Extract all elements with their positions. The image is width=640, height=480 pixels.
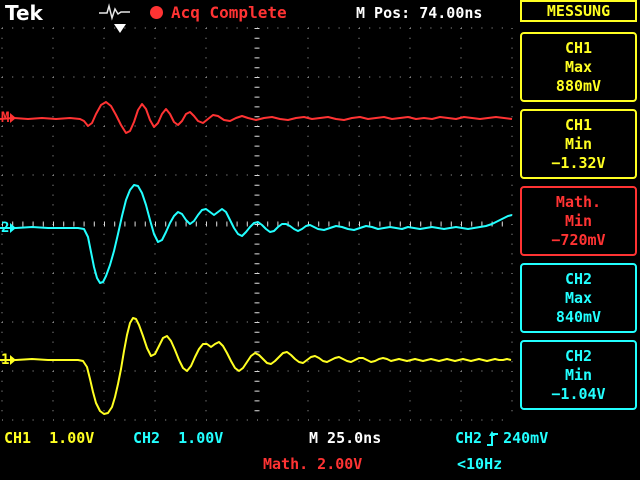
trigger-position-icon xyxy=(114,24,126,33)
measure-source: CH2 xyxy=(564,269,593,288)
menu-item-ch2-min[interactable]: CH2 Min −1.04V xyxy=(520,340,637,410)
measure-type: Max xyxy=(564,57,593,76)
timebase-readout: M 25.0ns xyxy=(309,429,382,447)
menu-title: MESSUNG xyxy=(520,0,637,22)
record-icon xyxy=(150,6,163,19)
acq-status: Acq Complete xyxy=(150,3,287,22)
menu-item-ch2-max[interactable]: CH2 Max 840mV xyxy=(520,263,637,333)
measure-type: Min xyxy=(564,211,593,230)
graticule xyxy=(0,27,513,421)
right-arrow-icon xyxy=(10,223,17,233)
trace-ch1 xyxy=(0,317,512,415)
menu-item-ch1-max[interactable]: CH1 Max 880mV xyxy=(520,32,637,102)
measure-source: CH1 xyxy=(564,115,593,134)
math-marker-label: M xyxy=(1,110,10,126)
menu-item-ch1-min[interactable]: CH1 Min −1.32V xyxy=(520,109,637,179)
measure-source: Math. xyxy=(555,192,602,211)
trigger-readout: CH2 240mV xyxy=(455,429,548,447)
ch1-position-marker: 1 xyxy=(1,352,17,368)
right-arrow-icon xyxy=(10,355,17,365)
acq-status-text: Acq Complete xyxy=(171,3,287,22)
trace-ch2 xyxy=(0,184,513,284)
measure-value: 880mV xyxy=(555,76,602,95)
ch2-scale-readout: CH2 1.00V xyxy=(133,429,224,447)
measure-value: −720mV xyxy=(551,230,606,249)
measure-type: Min xyxy=(564,134,593,153)
trace-math xyxy=(0,101,513,134)
measure-type: Min xyxy=(564,365,593,384)
measure-value: 840mV xyxy=(555,307,602,326)
right-arrow-icon xyxy=(10,113,17,123)
measure-value: −1.04V xyxy=(551,384,606,403)
trigger-level: 240mV xyxy=(503,429,549,447)
ch2-marker-label: 2 xyxy=(1,220,10,236)
measure-type: Max xyxy=(564,288,593,307)
rising-edge-icon xyxy=(487,430,499,446)
menu-item-math-min[interactable]: Math. Min −720mV xyxy=(520,186,637,256)
math-scale-readout: Math. 2.00V xyxy=(263,455,363,473)
trigger-source: CH2 xyxy=(455,429,483,447)
trigger-frequency-readout: <10Hz xyxy=(457,455,503,473)
ch2-position-marker: 2 xyxy=(1,220,17,236)
tek-logo: Tek xyxy=(5,1,43,25)
m-pos-readout: M Pos: 74.00ns xyxy=(356,4,483,22)
waveform-preview-icon xyxy=(99,3,130,21)
measure-source: CH1 xyxy=(564,38,593,57)
ch1-marker-label: 1 xyxy=(1,352,10,368)
measure-value: −1.32V xyxy=(551,153,606,172)
math-position-marker: M xyxy=(1,110,17,126)
ch1-scale-readout: CH1 1.00V xyxy=(4,429,95,447)
measure-source: CH2 xyxy=(564,346,593,365)
